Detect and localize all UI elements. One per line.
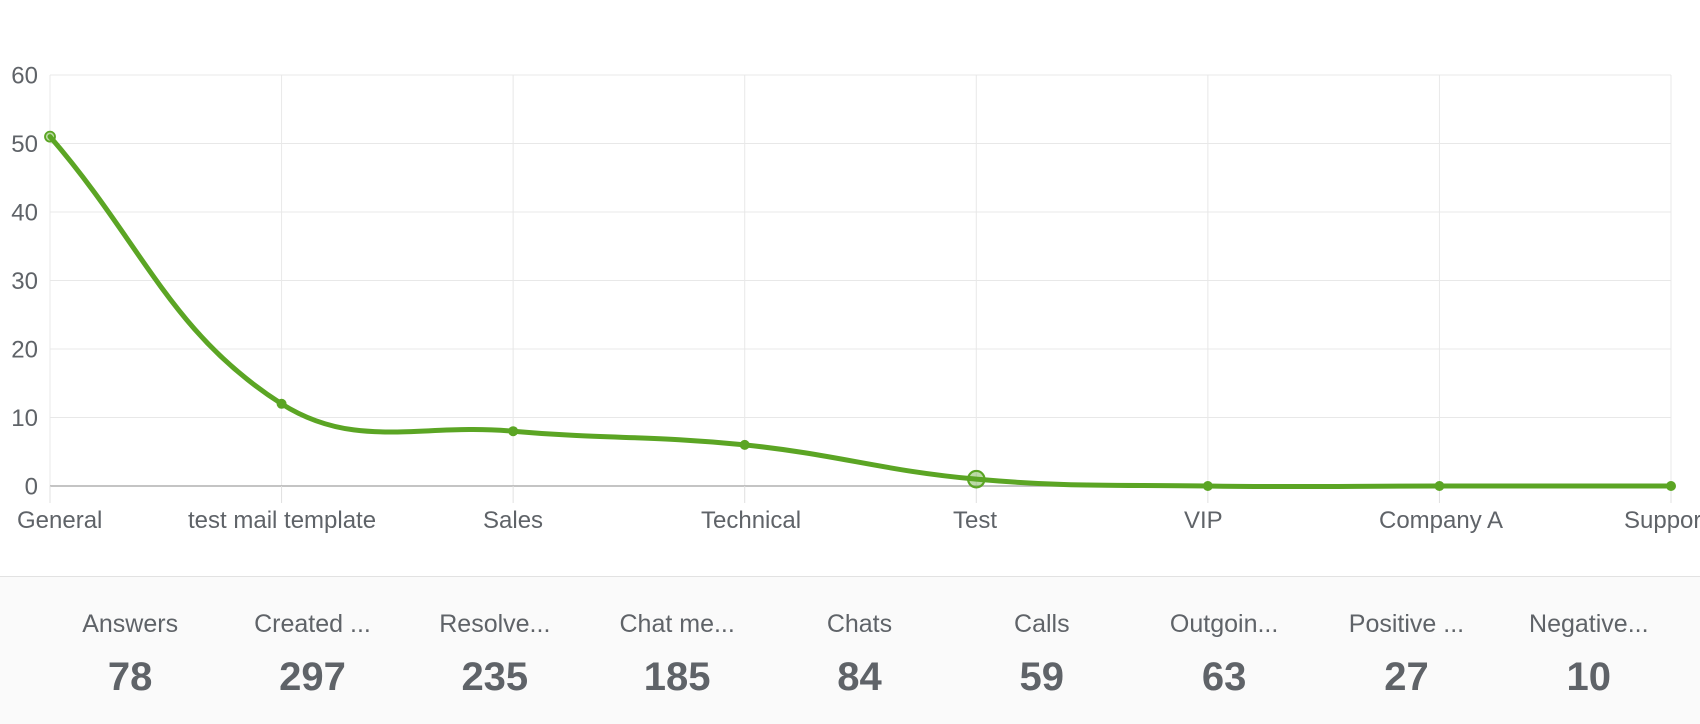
- svg-text:Technical: Technical: [701, 507, 801, 534]
- svg-text:Sales: Sales: [483, 507, 543, 534]
- svg-text:Support: Support: [1624, 507, 1700, 534]
- svg-text:test mail template: test mail template: [188, 507, 376, 534]
- svg-text:40: 40: [11, 200, 38, 227]
- svg-text:30: 30: [11, 268, 38, 295]
- svg-text:60: 60: [11, 63, 38, 90]
- svg-text:10: 10: [11, 405, 38, 432]
- svg-text:0: 0: [25, 474, 38, 501]
- svg-text:VIP: VIP: [1184, 507, 1223, 534]
- svg-text:50: 50: [11, 131, 38, 158]
- svg-text:General: General: [17, 507, 102, 534]
- svg-text:Company A: Company A: [1379, 507, 1503, 534]
- svg-text:Test: Test: [953, 507, 997, 534]
- svg-text:20: 20: [11, 337, 38, 364]
